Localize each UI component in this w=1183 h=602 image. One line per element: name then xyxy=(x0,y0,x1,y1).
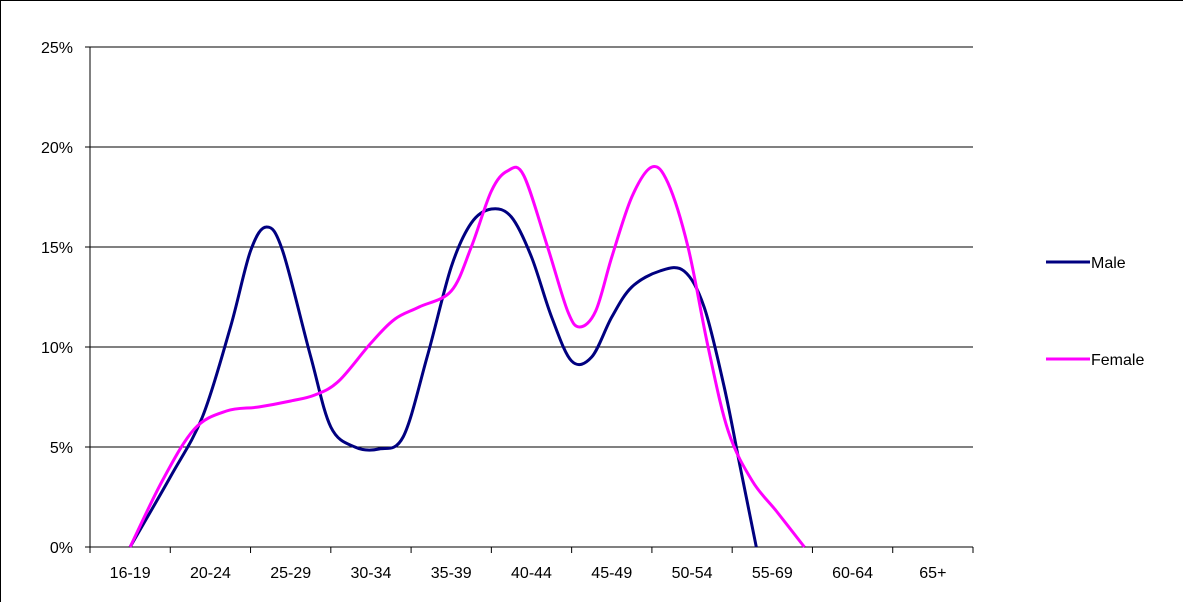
series-line-male xyxy=(128,207,758,548)
y-tick-label: 0% xyxy=(50,540,73,557)
legend: Male Female xyxy=(1046,255,1144,369)
y-tick-label: 5% xyxy=(50,440,73,457)
x-tick-label: 65+ xyxy=(919,565,946,582)
series-line-female xyxy=(128,164,806,548)
x-tick-label: 20-24 xyxy=(190,565,231,582)
x-tick-label: 35-39 xyxy=(431,565,472,582)
x-tick-label: 50-54 xyxy=(672,565,713,582)
x-tick-label: 25-29 xyxy=(270,565,311,582)
x-tick-label: 55-69 xyxy=(752,565,793,582)
y-tick-label: 25% xyxy=(41,40,73,57)
series-lines xyxy=(128,164,806,548)
x-tick-label: 40-44 xyxy=(511,565,552,582)
y-tick-label: 15% xyxy=(41,240,73,257)
axes xyxy=(89,47,973,548)
x-tick-label: 60-64 xyxy=(832,565,873,582)
x-tick-label: 16-19 xyxy=(110,565,151,582)
y-axis-ticks: 0% 5% 10% 15% 20% 25% xyxy=(41,40,90,557)
y-tick-label: 10% xyxy=(41,340,73,357)
x-axis-ticks: 16-19 20-24 25-29 30-34 35-39 40-44 45-49 50-54… xyxy=(89,547,974,582)
gridlines xyxy=(90,46,973,448)
legend-label-male: Male xyxy=(1091,255,1126,272)
legend-label-female: Female xyxy=(1091,352,1144,369)
y-tick-label: 20% xyxy=(41,140,73,157)
x-tick-label: 30-34 xyxy=(350,565,391,582)
x-tick-label: 45-49 xyxy=(591,565,632,582)
